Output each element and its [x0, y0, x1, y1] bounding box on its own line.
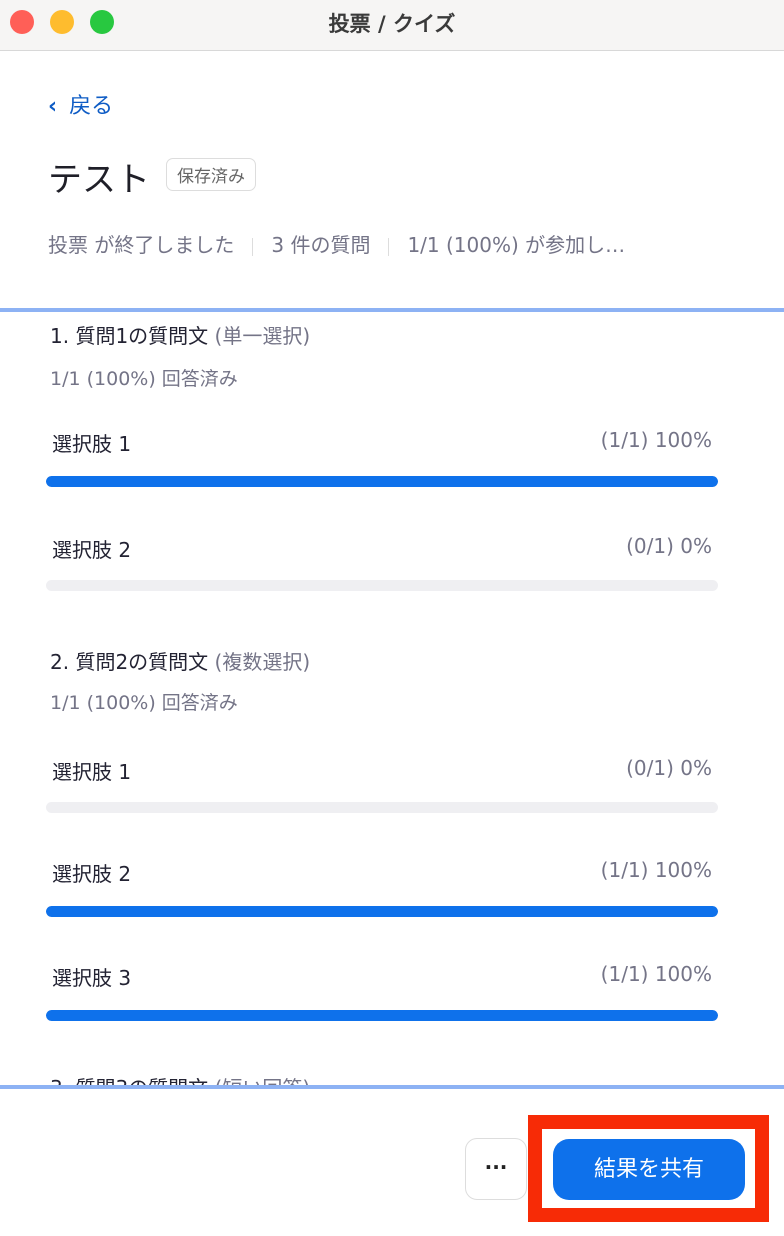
result-bar [46, 1010, 718, 1021]
poll-meta: 投票 が終了しました 3 件の質問 1/1 (100%) が参加し… [48, 229, 625, 258]
participation: 1/1 (100%) が参加し… [407, 233, 626, 257]
question-title: 1. 質問1の質問文 (単一選択) [50, 324, 311, 348]
result-bar-fill [46, 476, 718, 487]
question-count: 3 件の質問 [271, 233, 371, 257]
option-label: 選択肢 3 [52, 966, 132, 990]
divider [0, 308, 784, 312]
results-list[interactable]: 1. 質問1の質問文 (単一選択) 1/1 (100%) 回答済み 選択肢 1 … [0, 312, 784, 1086]
minimize-window-button[interactable] [50, 10, 74, 34]
question-title: 3. 質問3の質問文 (短い回答) [50, 1072, 310, 1086]
result-bar [46, 802, 718, 813]
saved-badge: 保存済み [166, 158, 256, 191]
divider [0, 1085, 784, 1089]
page-title: テスト [48, 160, 150, 200]
back-label: 戻る [69, 94, 114, 119]
poll-status: 投票 が終了しました [48, 233, 235, 257]
zoom-window-button[interactable] [90, 10, 114, 34]
option-result: (0/1) 0% [626, 756, 712, 780]
result-bar [46, 580, 718, 591]
more-options-button[interactable]: ··· [465, 1138, 527, 1200]
divider [388, 237, 390, 256]
window-title: 投票 / クイズ [328, 12, 456, 36]
answered-count: 1/1 (100%) 回答済み [50, 368, 238, 390]
option-result: (1/1) 100% [600, 858, 712, 882]
option-label: 選択肢 2 [52, 538, 132, 562]
back-link[interactable]: ‹ 戻る [48, 88, 113, 120]
share-results-button[interactable]: 結果を共有 [553, 1139, 745, 1200]
option-label: 選択肢 2 [52, 862, 132, 886]
option-result: (1/1) 100% [600, 428, 712, 452]
result-bar-fill [46, 1010, 718, 1021]
highlight-box [528, 1115, 769, 1222]
result-bar-fill [46, 906, 718, 917]
answered-count: 1/1 (100%) 回答済み [50, 692, 238, 714]
result-bar [46, 476, 718, 487]
title-bar: 投票 / クイズ [0, 0, 784, 51]
question-title: 2. 質問2の質問文 (複数選択) [50, 650, 311, 674]
option-label: 選択肢 1 [52, 760, 132, 784]
chevron-left-icon: ‹ [48, 94, 58, 119]
option-result: (0/1) 0% [626, 534, 712, 558]
option-label: 選択肢 1 [52, 432, 132, 456]
divider [252, 237, 254, 256]
result-bar [46, 906, 718, 917]
close-window-button[interactable] [10, 10, 34, 34]
option-result: (1/1) 100% [600, 962, 712, 986]
